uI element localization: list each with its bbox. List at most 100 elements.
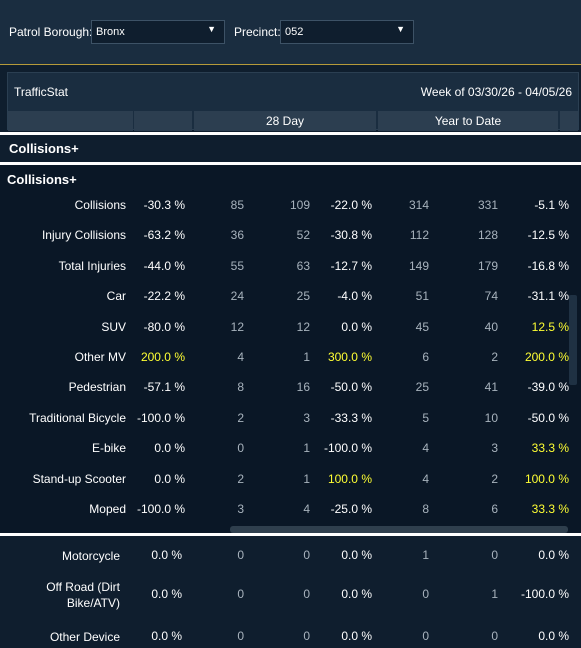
row-label: Injury Collisions [41,228,126,243]
column-header-ytd: Year to Date [378,111,558,131]
table-cell: 6 [422,350,429,364]
borough-value: Bronx [96,26,125,38]
table-cell: -100.0 % [323,441,372,456]
table-cell: 0 [422,587,429,601]
table-cell: 3 [491,441,498,456]
table-cell: 36 [230,228,244,243]
table-cell: 10 [484,410,498,425]
table-cell: 4 [422,471,429,486]
table-cell: 40 [484,319,498,334]
table-cell: 112 [409,228,429,243]
table-cell: 0 [303,629,310,643]
horizontal-scrollbar[interactable] [230,526,568,533]
table-cell: 314 [408,198,429,212]
row-label: Collisions [74,198,126,212]
header-blank-2 [134,111,192,131]
report-header: TrafficStat Week of 03/30/26 - 04/05/26 … [7,72,579,131]
row-label: Pedestrian [68,380,126,395]
row-label: Car [106,289,126,304]
divider [0,162,581,165]
table-cell: -57.1 % [143,380,185,395]
row-label: Other Device [49,630,120,644]
table-cell: 0 [303,587,310,601]
table-cell: 100.0 % [524,471,569,486]
table-cell: 0 [237,629,244,643]
table-cell: -33.3 % [330,410,372,425]
table-cell: 51 [415,289,429,304]
table-cell: -39.0 % [527,380,569,395]
header-blank-3 [560,111,578,131]
table-cell: 1 [491,587,498,601]
table-cell: -50.0 % [527,410,569,425]
table-cell: 24 [230,289,244,304]
table-cell: 0.0 % [341,319,372,334]
table-cell: 100.0 % [327,471,372,486]
table-cell: 16 [296,380,310,395]
table-row: Collisions -30.3 % 85 109 -22.0 % 314 331 -5.1 … [0,196,581,216]
row-label: Motorcycle [61,549,120,563]
section-title: Collisions+ [7,172,77,187]
filter-bar: Patrol Borough: Bronx ▼ Precinct: 052 ▼ [0,0,581,65]
table-row: Other Device 0.0 % 0 0 0.0 % 0 0 0.0 % [0,627,581,647]
table-cell: 41 [484,380,498,395]
table-row: Total Injuries -44.0 % 55 63 -12.7 % 149 179 -1… [0,257,581,277]
row-label: Other MV [74,350,126,364]
table-cell: 3 [303,410,310,425]
table-row: Traditional Bicycle -100.0 % 2 3 -33.3 % 5 10 -… [0,409,581,429]
table-row: Off Road (Dirt Bike/ATV) 0.0 % 0 0 0.0 % 0 1 -1… [0,580,581,610]
table-cell: 3 [237,502,244,516]
section-other-vehicles: Motorcycle 0.0 % 0 0 0.0 % 1 0 0.0 % Off Road (D… [0,536,581,648]
section-collisions-expanded: Collisions+ Collisions -30.3 % 85 109 -22.0 … [0,165,581,533]
table-cell: 25 [296,289,310,304]
table-cell: -100.0 % [136,410,185,425]
divider [0,533,581,536]
table-row: SUV -80.0 % 12 12 0.0 % 45 40 12.5 % [0,318,581,338]
vertical-scrollbar[interactable] [569,295,577,385]
table-cell: -63.2 % [143,228,185,243]
page-title: TrafficStat [14,85,69,99]
table-cell: 33.3 % [531,502,569,516]
table-cell: 0 [237,587,244,601]
table-cell: 85 [230,198,244,212]
table-cell: 0 [303,548,310,562]
table-cell: 0 [491,629,498,643]
table-cell: 2 [237,410,244,425]
precinct-label: Precinct: [234,25,281,39]
table-cell: 331 [477,198,498,212]
table-cell: 12 [230,319,244,334]
table-cell: 1 [303,350,310,364]
table-cell: 0.0 % [341,587,372,601]
precinct-value: 052 [285,26,304,38]
row-label: Moped [89,502,126,516]
table-cell: 5 [422,410,429,425]
table-cell: 0 [422,629,429,643]
table-row: Injury Collisions -63.2 % 36 52 -30.8 % 112 12… [0,226,581,246]
table-cell: 4 [303,502,310,516]
row-label: Stand-up Scooter [32,471,126,486]
table-cell: 45 [415,319,429,334]
divider [0,132,581,135]
table-row: Other MV 200.0 % 4 1 300.0 % 6 2 200.0 % [0,348,581,368]
table-cell: 0.0 % [151,587,182,601]
table-cell: -16.8 % [527,258,569,273]
table-cell: 1 [303,441,310,456]
borough-select[interactable]: Bronx ▼ [91,20,225,44]
table-cell: 0.0 % [538,548,569,562]
table-cell: -12.5 % [527,228,569,243]
table-cell: -100.0 % [520,587,569,601]
table-cell: 2 [491,471,498,486]
precinct-select[interactable]: 052 ▼ [280,20,414,44]
table-cell: 55 [230,258,244,273]
borough-label: Patrol Borough: [9,25,93,39]
table-cell: 0 [237,548,244,562]
chevron-down-icon: ▼ [396,24,405,34]
header-blank-1 [8,111,133,131]
table-cell: 4 [237,350,244,364]
column-header-28day: 28 Day [194,111,376,131]
table-cell: -25.0 % [330,502,372,516]
table-cell: 0.0 % [341,548,372,562]
table-cell: -22.0 % [330,198,372,212]
table-cell: 0 [237,441,244,456]
table-cell: -30.3 % [143,198,185,212]
section-collisions-collapsed[interactable]: Collisions+ [0,135,581,162]
